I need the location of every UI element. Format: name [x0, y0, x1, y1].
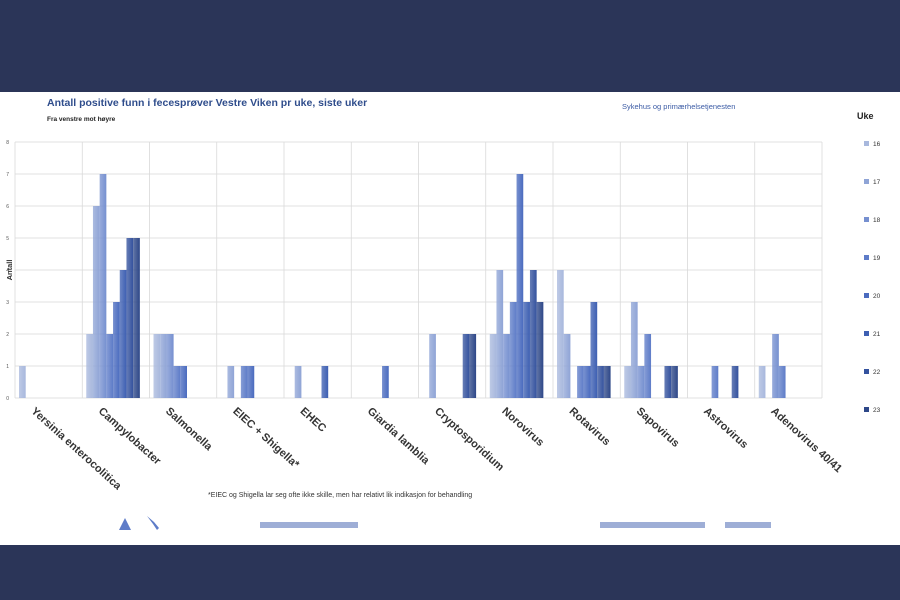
- bar: [19, 366, 26, 398]
- bar: [711, 366, 719, 398]
- bar: [469, 334, 477, 398]
- y-tick-label: 4: [6, 268, 9, 274]
- bar: [86, 334, 93, 398]
- y-tick-label: 3: [6, 300, 9, 306]
- bar: [664, 366, 672, 398]
- bar: [247, 366, 255, 398]
- bar: [624, 366, 631, 398]
- bar: [644, 334, 652, 398]
- legend-swatch: [864, 331, 869, 336]
- category-label: Salmonella: [163, 405, 215, 453]
- legend-swatch: [864, 407, 869, 412]
- slide: Antall positive funn i fecesprøver Vestr…: [0, 92, 900, 545]
- bar: [630, 302, 638, 398]
- bar: [126, 238, 134, 398]
- legend-label: 22: [873, 369, 881, 376]
- bar: [106, 334, 114, 398]
- bar: [382, 366, 389, 398]
- legend-swatch: [864, 293, 869, 298]
- category-label: Cryptosporidium: [432, 405, 506, 473]
- bar: [778, 366, 786, 398]
- category-label: EIEC + Shigella*: [230, 405, 301, 471]
- bar: [462, 334, 470, 398]
- bar: [758, 366, 766, 398]
- category-label: Rotavirus: [567, 405, 613, 448]
- bar: [429, 334, 436, 398]
- bar: [321, 366, 329, 398]
- category-label: Adenovirus 40/41: [768, 405, 844, 475]
- bar: [489, 334, 497, 398]
- legend-label: 23: [873, 407, 881, 414]
- y-tick-label: 0: [6, 396, 9, 402]
- y-tick-label: 7: [6, 172, 9, 178]
- legend-swatch: [864, 255, 869, 260]
- legend-label: 21: [873, 331, 881, 338]
- chart-subtitle: Fra venstre mot høyre: [47, 116, 116, 123]
- y-tick-label: 1: [6, 364, 9, 370]
- bar: [536, 302, 544, 398]
- bar: [227, 366, 235, 398]
- legend-swatch: [864, 141, 869, 146]
- bar: [516, 174, 524, 398]
- logo-strip: [260, 522, 358, 528]
- bar: [240, 366, 248, 398]
- logo-mark: [119, 516, 159, 530]
- bar: [160, 334, 167, 398]
- bar: [153, 334, 161, 398]
- y-tick-label: 5: [6, 236, 9, 242]
- bar: [503, 334, 510, 398]
- bar: [119, 270, 127, 398]
- legend-swatch: [864, 369, 869, 374]
- source-label: Sykehus og primærhelsetjenesten: [622, 102, 736, 111]
- y-axis-label: Antall: [5, 260, 14, 281]
- bar: [523, 302, 530, 398]
- bar: [637, 366, 645, 398]
- bar: [583, 366, 591, 398]
- bar: [99, 174, 107, 398]
- legend-label: 20: [873, 293, 881, 300]
- footnote: *EIEC og Shigella lar seg ofte ikke skil…: [208, 492, 473, 499]
- legend-label: 16: [873, 141, 881, 148]
- bar: [577, 366, 584, 398]
- bar: [772, 334, 779, 398]
- bar: [671, 366, 678, 398]
- bar: [496, 270, 504, 398]
- legend-label: 17: [873, 179, 881, 186]
- category-label: Campylobacter: [96, 405, 164, 468]
- bar: [731, 366, 739, 398]
- category-label: Giardia lamblia: [365, 405, 432, 467]
- category-label: Sapovirus: [634, 405, 682, 450]
- bar: [603, 366, 611, 398]
- chart-title: Antall positive funn i fecesprøver Vestr…: [47, 97, 368, 109]
- bar: [509, 302, 517, 398]
- legend-title: Uke: [857, 111, 874, 121]
- category-label: Astrovirus: [701, 405, 750, 451]
- y-tick-label: 2: [6, 332, 9, 338]
- legend-swatch: [864, 217, 869, 222]
- bar: [166, 334, 174, 398]
- bar: [563, 334, 571, 398]
- bar: [173, 366, 181, 398]
- bar: [529, 270, 537, 398]
- bar: [294, 366, 302, 398]
- y-tick-label: 8: [6, 140, 9, 146]
- category-label: EHEC: [298, 405, 329, 434]
- logo-strip: [600, 522, 705, 528]
- bar: [557, 270, 564, 398]
- bar: [113, 302, 120, 398]
- logo-strip: [725, 522, 771, 528]
- y-tick-label: 6: [6, 204, 9, 210]
- bar: [92, 206, 100, 398]
- legend-swatch: [864, 179, 869, 184]
- legend-label: 19: [873, 255, 881, 262]
- bar: [597, 366, 604, 398]
- bar: [133, 238, 140, 398]
- legend-label: 18: [873, 217, 881, 224]
- bar: [180, 366, 187, 398]
- category-label: Norovirus: [499, 405, 546, 449]
- bar: [590, 302, 598, 398]
